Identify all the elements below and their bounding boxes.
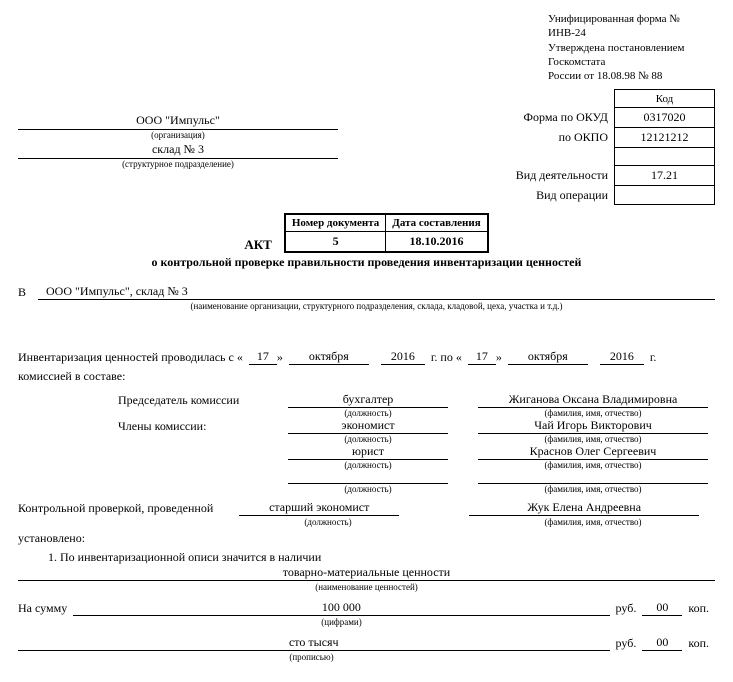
location-value: ООО "Импульс", склад № 3 [38, 284, 715, 300]
sum-num: 100 000 [73, 600, 609, 616]
kop-value-2: 00 [642, 635, 682, 651]
sum-words: сто тысяч [18, 635, 610, 651]
name-caption: (фамилия, имя, отчество) [478, 408, 708, 418]
name-caption-4: (фамилия, имя, отчество) [478, 484, 708, 494]
pos-caption-4: (должность) [288, 484, 448, 494]
doc-date-header: Дата составления [386, 214, 488, 232]
item1-label: 1. По инвентаризационной описи значится … [48, 550, 715, 565]
name-caption-2: (фамилия, имя, отчество) [478, 434, 708, 444]
commission-text: комиссией в составе: [18, 369, 715, 384]
member2-position: юрист [288, 444, 448, 460]
period-month2: октября [508, 349, 588, 365]
period-day1: 17 [249, 349, 277, 365]
approval-line2: Утверждена постановлением Госкомстата [548, 41, 715, 70]
pos-caption-3: (должность) [288, 460, 448, 470]
period-mid1: » [277, 350, 289, 365]
chairman-label: Председатель комиссии [118, 393, 288, 408]
member3-name [478, 470, 708, 484]
pos-caption: (должность) [288, 408, 448, 418]
kop-label: коп. [682, 601, 715, 616]
sum-label: На сумму [18, 601, 73, 616]
organization-caption: (организация) [18, 130, 338, 140]
approval-line3: России от 18.08.98 № 88 [548, 69, 715, 83]
chair-position: бухгалтер [288, 392, 448, 408]
okpo-label: по ОКПО [495, 128, 615, 148]
document-title: о контрольной проверке правильности пров… [18, 255, 715, 270]
organization-name: ООО "Импульс" [18, 113, 338, 130]
kop-label-2: коп. [682, 636, 715, 651]
sum-num-caption: (цифрами) [78, 617, 605, 627]
code-table: Код Форма по ОКУД 0317020 по ОКПО 121212… [495, 89, 716, 205]
established-label: установлено: [18, 531, 715, 546]
goods-value: товарно-материальные ценности [18, 565, 715, 581]
member1-position: экономист [288, 418, 448, 434]
kop-value: 00 [642, 600, 682, 616]
operation-label: Вид операции [495, 186, 615, 205]
subdivision-caption: (структурное подразделение) [18, 159, 338, 169]
rub-label: руб. [610, 601, 643, 616]
period-mid2: » [496, 350, 508, 365]
chair-name: Жиганова Оксана Владимировна [478, 392, 708, 408]
pos-caption-2: (должность) [288, 434, 448, 444]
rub-label-2: руб. [610, 636, 643, 651]
doc-num-header: Номер документа [285, 214, 386, 232]
subdivision-name: склад № 3 [18, 142, 338, 159]
period-year2: 2016 [600, 349, 644, 365]
doc-num-value: 5 [285, 232, 386, 253]
form-approval: Унифицированная форма № ИНВ-24 Утвержден… [548, 12, 715, 83]
goods-caption: (наименование ценностей) [18, 582, 715, 592]
control-pos-caption: (должность) [248, 517, 408, 527]
member3-position [288, 470, 448, 484]
control-name: Жук Елена Андреевна [469, 500, 699, 516]
kod-header: Код [615, 90, 715, 108]
activity-value: 17.21 [615, 166, 715, 186]
members-label: Члены комиссии: [118, 419, 288, 434]
control-position: старший экономист [239, 500, 399, 516]
sum-words-caption: (прописью) [18, 652, 605, 662]
member1-name: Чай Игорь Викторович [478, 418, 708, 434]
doc-number-table: Номер документа Дата составления 5 18.10… [284, 213, 489, 253]
location-caption: (наименование организации, структурного … [38, 301, 715, 311]
member2-name: Краснов Олег Сергеевич [478, 444, 708, 460]
period-prefix: Инвентаризация ценностей проводилась с « [18, 350, 249, 365]
control-label: Контрольной проверкой, проведенной [18, 501, 219, 516]
okud-label: Форма по ОКУД [495, 108, 615, 128]
okud-value: 0317020 [615, 108, 715, 128]
location-prefix: В [18, 285, 38, 300]
operation-value [615, 186, 715, 205]
period-day2: 17 [468, 349, 496, 365]
period-year1: 2016 [381, 349, 425, 365]
period-month1: октября [289, 349, 369, 365]
period-g2: г. [644, 350, 663, 365]
doc-date-value: 18.10.2016 [386, 232, 488, 253]
approval-line1: Унифицированная форма № ИНВ-24 [548, 12, 715, 41]
okpo-value: 12121212 [615, 128, 715, 148]
control-name-caption: (фамилия, имя, отчество) [478, 517, 708, 527]
name-caption-3: (фамилия, имя, отчество) [478, 460, 708, 470]
akt-label: АКТ [244, 237, 272, 253]
activity-label: Вид деятельности [495, 166, 615, 186]
period-g1: г. по « [425, 350, 468, 365]
